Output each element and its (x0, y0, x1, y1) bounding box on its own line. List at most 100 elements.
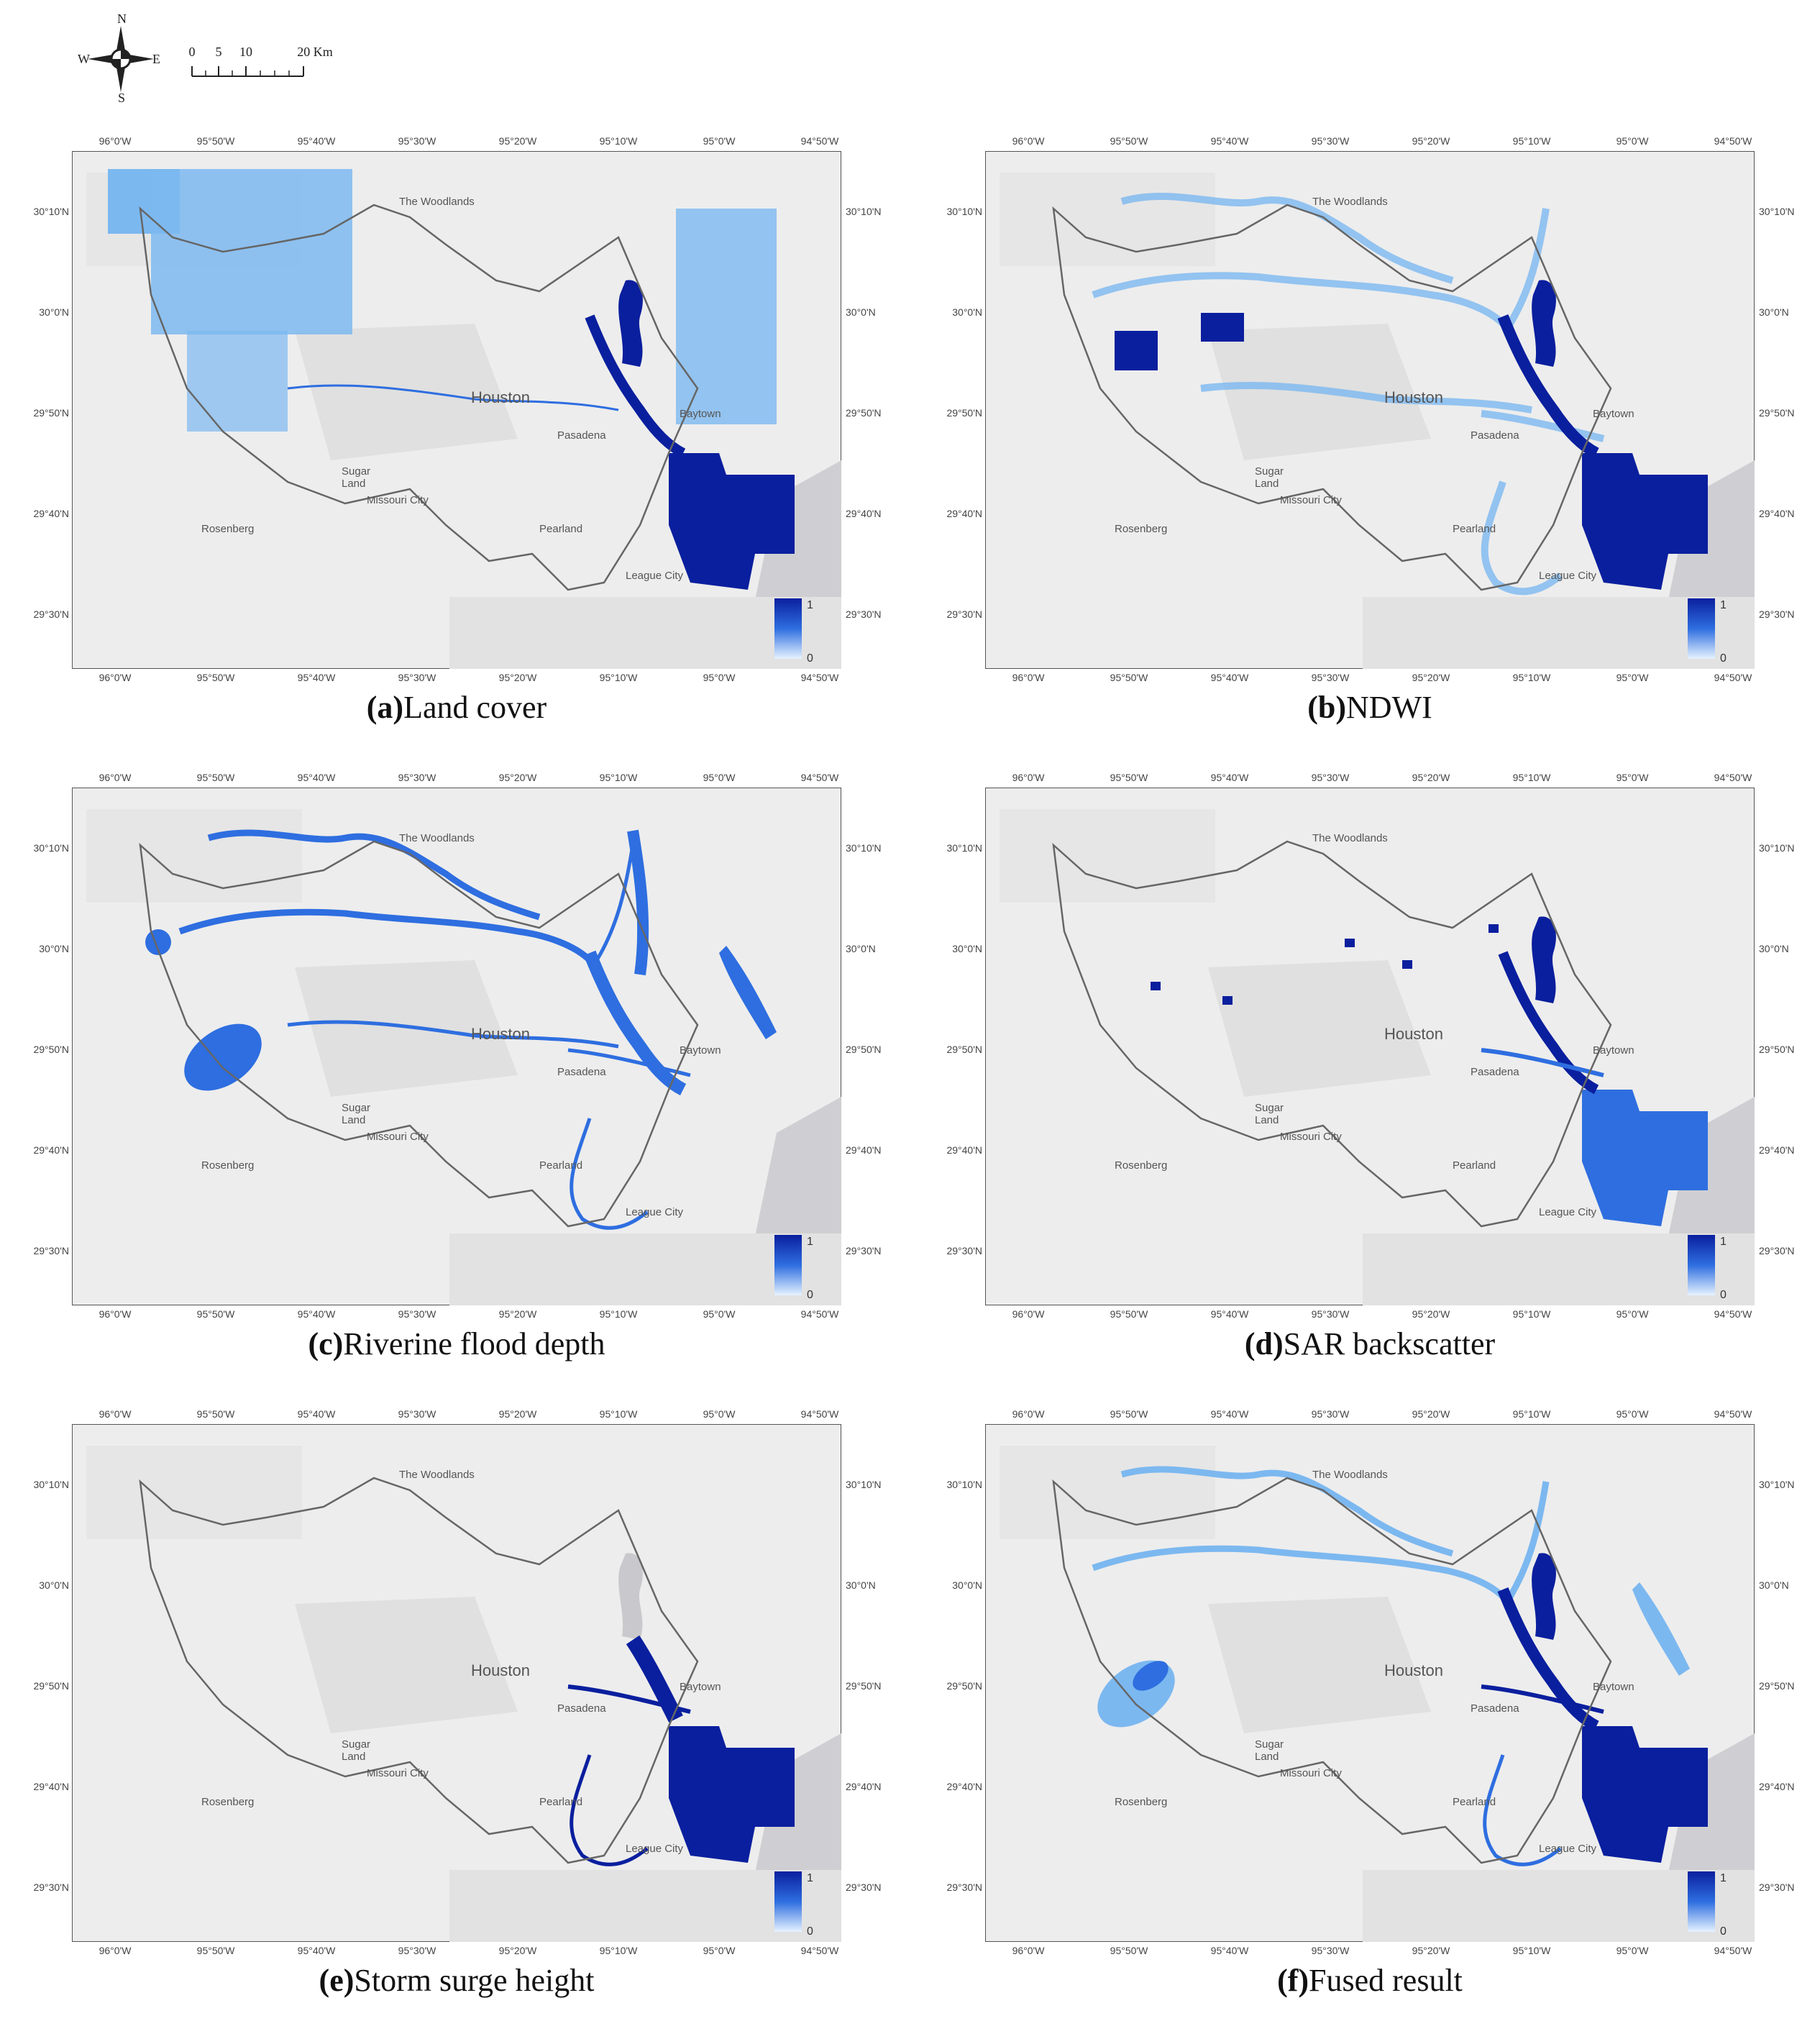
place-label: Land (1255, 478, 1279, 490)
flood-map: The Woodlands Houston Pasadena Baytown S… (985, 151, 1755, 669)
graticule-tick-label: 94°50'W (800, 672, 839, 683)
graticule-tick-label: 95°50'W (196, 1408, 235, 1420)
place-label: Missouri City (367, 494, 429, 506)
color-legend: 1 0 (1688, 1871, 1727, 1938)
place-label: Sugar (342, 465, 370, 478)
header: N S E W 0 5 10 20 Km (0, 0, 1820, 108)
urban-area (295, 960, 518, 1097)
place-label: Land (342, 478, 365, 490)
graticule-tick-label: 29°50'N (846, 1680, 882, 1692)
graticule-tick-label: 95°40'W (1210, 772, 1249, 783)
place-label: Pearland (539, 1796, 582, 1808)
place-label: Missouri City (1280, 1767, 1342, 1779)
graticule-tick-label: 95°50'W (196, 772, 235, 783)
graticule-tick-label: 29°40'N (1759, 508, 1795, 519)
ndwi-water (1201, 313, 1244, 342)
place-label: Land (342, 1751, 365, 1763)
graticule-tick-label: 96°0'W (1012, 672, 1045, 683)
graticule-tick-label: 95°10'W (1512, 1308, 1551, 1320)
harris-county-boundary (1052, 1477, 1612, 1864)
graticule-tick-label: 95°40'W (297, 135, 336, 147)
riverine-flood (583, 950, 687, 1096)
graticule-tick-label: 30°0'N (1759, 306, 1789, 318)
legend-max-label: 1 (807, 1236, 813, 1248)
graticule-tick-label: 95°0'W (703, 772, 736, 783)
river-channel (1481, 1684, 1604, 1714)
graticule-tick-label: 95°50'W (1110, 1408, 1148, 1420)
graticule-tick-label: 94°50'W (1714, 1408, 1752, 1420)
ndwi-water (1115, 331, 1158, 370)
place-labels: The Woodlands Houston Pasadena Baytown S… (1115, 832, 1634, 1218)
place-label: Missouri City (367, 1131, 429, 1143)
riverine-flood (719, 946, 777, 1039)
place-label: Pearland (1453, 1796, 1496, 1808)
place-label: Missouri City (1280, 494, 1342, 506)
panel-caption: (b)NDWI (956, 689, 1783, 726)
place-label: League City (1539, 1843, 1597, 1855)
graticule-tick-label: 95°20'W (1412, 772, 1450, 783)
graticule-tick-label: 94°50'W (800, 1308, 839, 1320)
graticule-tick-label: 29°40'N (946, 1144, 982, 1156)
legend-min-label: 0 (1720, 652, 1727, 665)
bay-flood (1582, 1726, 1708, 1863)
riverine-flood (595, 844, 635, 962)
graticule-tick-label: 29°50'N (33, 1044, 69, 1055)
place-label: Pasadena (1471, 1066, 1519, 1078)
graticule-tick-label: 95°40'W (1210, 135, 1249, 147)
place-label: Rosenberg (1115, 523, 1167, 535)
panel-letter: (e) (319, 1963, 355, 1998)
graticule-tick-label: 94°50'W (800, 1945, 839, 1956)
legend-color-ramp (774, 1871, 802, 1932)
flood-layer (1151, 916, 1708, 1226)
harris-county-boundary (1052, 204, 1612, 591)
landcover-patch (676, 209, 777, 424)
graticule-tick-label: 95°20'W (1412, 1408, 1450, 1420)
graticule-tick-label: 30°0'N (846, 306, 876, 318)
place-label: Rosenberg (201, 1796, 254, 1808)
legend-color-ramp (1688, 1235, 1715, 1295)
sar-water-patch (1402, 960, 1412, 969)
panel-letter: (a) (366, 690, 404, 725)
graticule-tick-label: 95°50'W (1110, 1945, 1148, 1956)
graticule-tick-label: 95°30'W (1311, 1945, 1350, 1956)
graticule-tick-label: 29°30'N (846, 1881, 882, 1893)
harris-county-boundary (139, 840, 699, 1228)
compass-south-label: S (118, 91, 126, 105)
surge-flood (626, 1635, 683, 1723)
graticule-tick-label: 29°50'N (946, 1044, 982, 1055)
place-label: Pearland (1453, 1159, 1496, 1172)
graticule-tick-label: 95°40'W (1210, 1308, 1249, 1320)
graticule-tick-label: 29°30'N (1759, 1881, 1795, 1893)
map-panel-riverine: 96°0'W 95°50'W 95°40'W 95°30'W 95°20'W 95°10'… (33, 766, 942, 1402)
graticule-tick-label: 29°40'N (1759, 1781, 1795, 1792)
graticule-tick-label: 96°0'W (99, 135, 132, 147)
place-label: Rosenberg (201, 523, 254, 535)
graticule-tick-label: 30°0'N (1759, 1579, 1789, 1591)
graticule-tick-label: 95°50'W (1110, 1308, 1148, 1320)
panel-caption: (e)Storm surge height (43, 1962, 870, 1999)
flood-layer (145, 829, 777, 1230)
place-label: Sugar (1255, 465, 1284, 478)
river-channel (1497, 314, 1599, 459)
graticule-tick-label: 95°30'W (398, 672, 436, 683)
legend-color-ramp (774, 1235, 802, 1295)
place-labels: The Woodlands Houston Pasadena Baytown S… (201, 832, 721, 1218)
graticule-tick-label: 95°20'W (498, 772, 537, 783)
lake-houston (618, 280, 643, 367)
graticule-tick-label: 95°50'W (1110, 672, 1148, 683)
place-label: Baytown (680, 1681, 721, 1693)
graticule-tick-label: 96°0'W (1012, 772, 1045, 783)
place-label: Pearland (539, 1159, 582, 1172)
graticule-tick-label: 29°30'N (33, 1245, 69, 1256)
graticule-tick-label: 95°10'W (1512, 772, 1551, 783)
graticule-tick-label: 30°10'N (1759, 842, 1795, 854)
scale-tick-label: 20 Km (297, 45, 333, 59)
graticule-tick-label: 95°0'W (1616, 1945, 1649, 1956)
flood-map: The Woodlands Houston Pasadena Baytown S… (72, 788, 841, 1305)
panel-caption: (d)SAR backscatter (956, 1326, 1783, 1362)
graticule-tick-label: 95°30'W (1311, 1308, 1350, 1320)
graticule-tick-label: 95°50'W (196, 1945, 235, 1956)
place-label: Land (342, 1114, 365, 1126)
legend-color-ramp (774, 598, 802, 659)
rural-area (1000, 809, 1215, 903)
